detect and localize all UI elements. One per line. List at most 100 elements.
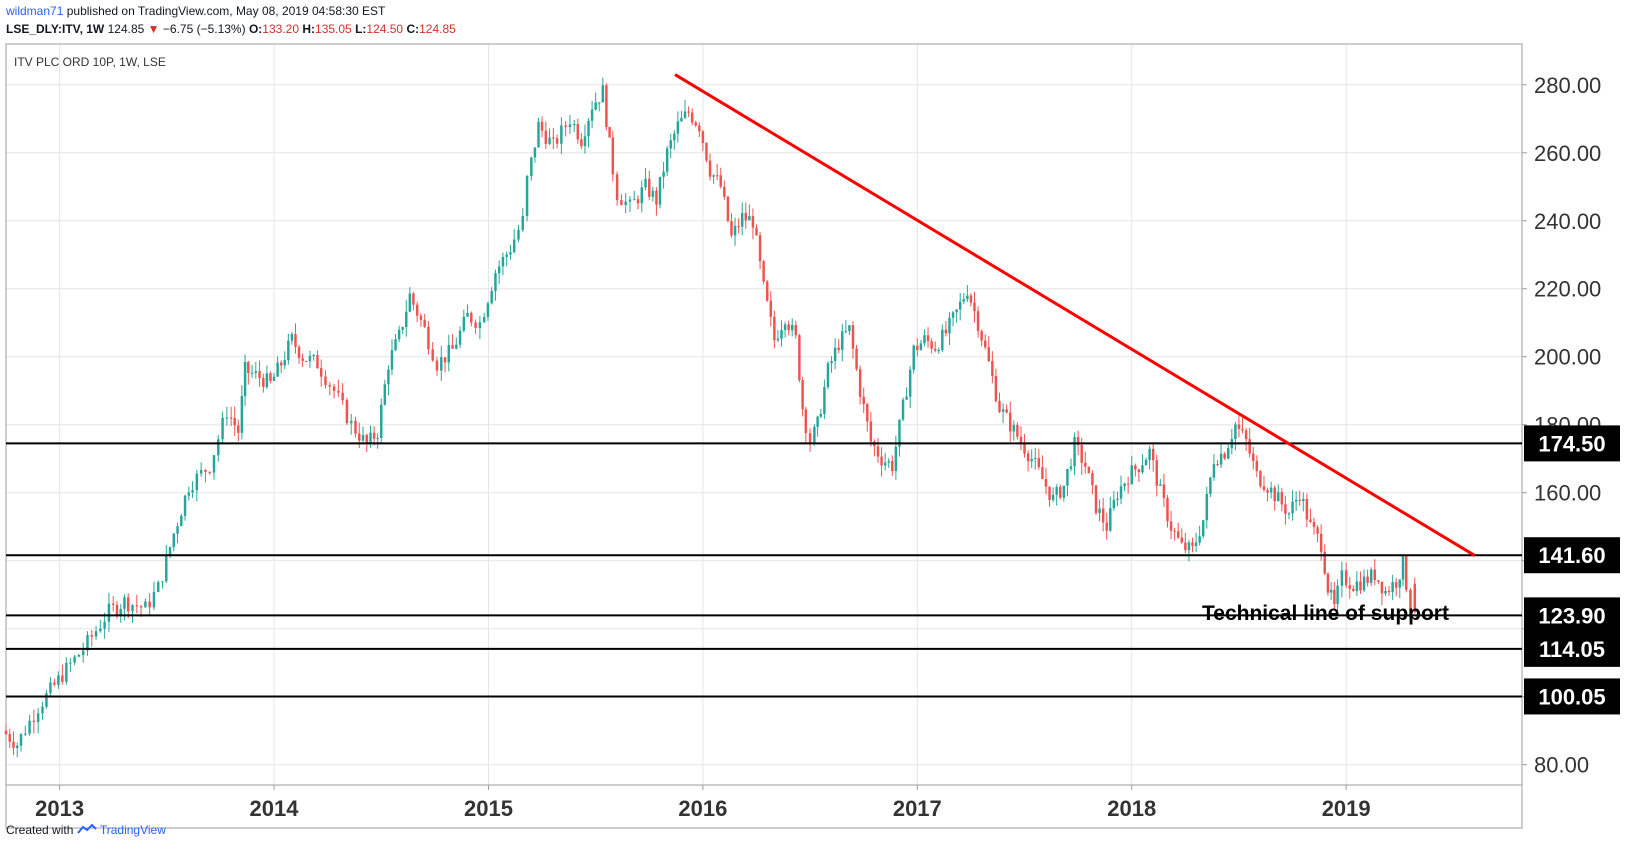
candle-down — [930, 341, 933, 349]
candle-down — [237, 425, 240, 433]
candle-down — [1373, 569, 1376, 581]
candle-down — [555, 138, 559, 144]
candle-down — [1248, 439, 1251, 454]
candle-down — [998, 400, 1001, 412]
candle-down — [862, 396, 865, 405]
candle-up — [86, 635, 89, 651]
candle-down — [1105, 522, 1108, 531]
candle-down — [1023, 442, 1026, 454]
level-price-tag — [1524, 537, 1620, 574]
candle-up — [36, 713, 40, 722]
candle-up — [521, 215, 525, 230]
candle-up — [57, 675, 60, 685]
candle-down — [564, 125, 567, 128]
candle-up — [221, 417, 224, 440]
footer: Created with TradingView — [6, 823, 166, 837]
candle-up — [1148, 448, 1151, 460]
candle-down — [1312, 521, 1316, 528]
x-tick-label: 2015 — [464, 796, 513, 821]
level-price-label: 141.60 — [1538, 543, 1605, 568]
candle-down — [744, 213, 748, 221]
candle-up — [790, 324, 794, 331]
candle-up — [819, 413, 823, 417]
candle-down — [316, 355, 319, 369]
candle-down — [787, 324, 790, 331]
candle-up — [624, 201, 627, 206]
candle-up — [908, 369, 912, 397]
candle-up — [740, 213, 744, 227]
candle-up — [1194, 542, 1198, 546]
candle-down — [1323, 551, 1326, 574]
candle-up — [683, 111, 687, 118]
candle-up — [923, 335, 926, 344]
candle-up — [887, 461, 890, 463]
candle-up — [1291, 501, 1294, 514]
candle-down — [1137, 469, 1141, 473]
candle-down — [111, 603, 115, 605]
candle-down — [994, 376, 998, 401]
candle-down — [474, 322, 477, 328]
candle-up — [161, 581, 164, 583]
candle-down — [804, 409, 808, 434]
candle-up — [826, 363, 830, 388]
candle-up — [1198, 536, 1201, 543]
candle-down — [1344, 570, 1348, 586]
candle-up — [65, 662, 68, 682]
candle-down — [655, 190, 658, 205]
created-with-text: Created with — [6, 823, 74, 837]
author-link[interactable]: wildman71 — [6, 4, 64, 18]
candle-up — [1201, 520, 1205, 537]
candle-up — [651, 190, 655, 197]
y-tick-label: 200.00 — [1534, 345, 1601, 370]
candle-down — [1026, 453, 1030, 462]
candle-up — [680, 117, 683, 122]
level-price-tag — [1524, 630, 1620, 667]
candle-up — [912, 345, 915, 370]
candle-up — [1391, 582, 1394, 593]
candle-up — [533, 147, 537, 158]
candle-down — [1005, 409, 1008, 413]
candle-down — [269, 373, 272, 381]
tradingview-link[interactable]: TradingView — [99, 823, 166, 837]
candle-up — [548, 137, 551, 144]
candle-up — [183, 495, 187, 516]
candle-up — [712, 175, 715, 177]
candle-down — [1134, 465, 1137, 470]
candle-down — [8, 734, 11, 742]
candle-down — [687, 111, 690, 113]
candle-down — [705, 143, 708, 161]
candle-up — [1398, 579, 1402, 588]
candle-up — [243, 361, 247, 397]
candle-down — [1259, 471, 1262, 487]
candle-up — [962, 299, 966, 302]
candle-up — [131, 605, 134, 612]
candle-down — [1266, 490, 1269, 493]
candle-down — [372, 432, 376, 439]
candle-down — [708, 160, 712, 177]
candle-up — [312, 355, 315, 357]
candle-up — [525, 176, 529, 216]
candle-down — [332, 386, 336, 391]
candle-down — [758, 235, 762, 262]
x-tick-label: 2014 — [250, 796, 300, 821]
chart-legend: ITV PLC ORD 10P, 1W, LSE — [14, 55, 166, 69]
candle-down — [423, 319, 426, 327]
candle-up — [1302, 498, 1305, 501]
candle-up — [1205, 493, 1209, 521]
candle-down — [1076, 436, 1080, 445]
close-label: C: — [406, 22, 420, 36]
candle-down — [869, 421, 873, 442]
candle-up — [601, 85, 605, 103]
candle-down — [61, 675, 64, 682]
candle-down — [980, 331, 983, 341]
candle-down — [115, 604, 119, 615]
candle-down — [1091, 473, 1094, 486]
candle-up — [1209, 477, 1212, 494]
close-value: 124.85 — [419, 22, 456, 36]
candle-down — [354, 420, 357, 434]
candle-up — [152, 591, 156, 608]
level-price-label: 174.50 — [1538, 431, 1605, 456]
candle-up — [590, 109, 594, 121]
candle-up — [1294, 499, 1298, 502]
